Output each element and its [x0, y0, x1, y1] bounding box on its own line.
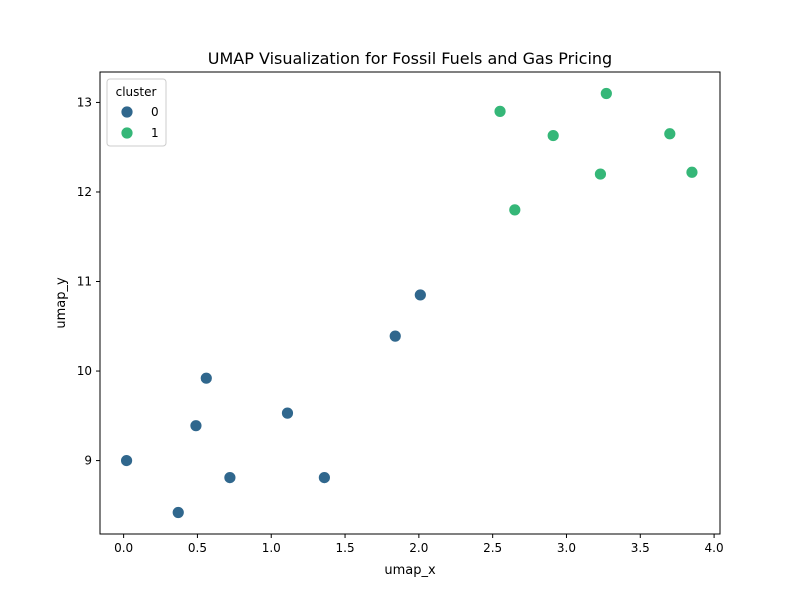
- data-point-cluster-0: [171, 506, 185, 519]
- x-tick-label: 0.0: [114, 541, 133, 555]
- chart-title: UMAP Visualization for Fossil Fuels and …: [208, 49, 612, 68]
- y-tick-label: 13: [77, 95, 92, 109]
- legend-box: [106, 78, 167, 147]
- legend-marker-0: [120, 105, 134, 119]
- data-point-cluster-1: [594, 167, 607, 181]
- data-point-cluster-0: [317, 471, 331, 484]
- data-point-cluster-0: [120, 454, 133, 467]
- data-point-cluster-0: [199, 371, 213, 385]
- data-point-cluster-1: [663, 127, 677, 141]
- x-tick-label: 1.5: [336, 541, 355, 555]
- x-tick-label: 1.0: [262, 541, 281, 555]
- legend-marker-1: [120, 126, 134, 140]
- x-axis-ticks: 0.0 0.5 1.0 1.5 2.0 2.5 3.0 3.5 4.0: [114, 534, 724, 555]
- data-point-cluster-1: [685, 165, 699, 179]
- data-point-cluster-0: [281, 406, 294, 420]
- y-axis-label: umap_y: [54, 277, 69, 329]
- y-axis-ticks: 9 10 11 12 13: [77, 95, 100, 468]
- data-point-cluster-1: [599, 87, 613, 100]
- x-tick-label: 0.5: [188, 541, 207, 555]
- y-tick-label: 10: [77, 364, 92, 378]
- x-tick-label: 2.0: [409, 541, 428, 555]
- data-point-cluster-0: [223, 471, 237, 484]
- axes-frame: [99, 71, 721, 535]
- legend-title: cluster: [116, 85, 157, 99]
- x-tick-label: 3.5: [631, 541, 650, 555]
- data-point-cluster-1: [493, 104, 507, 118]
- y-tick-label: 12: [77, 185, 92, 199]
- x-tick-label: 2.5: [483, 541, 502, 555]
- legend-label-0: 0: [151, 105, 159, 119]
- data-point-cluster-1: [508, 203, 522, 217]
- y-tick-label: 11: [77, 275, 92, 289]
- data-point-cluster-0: [413, 288, 427, 302]
- data-point-cluster-0: [388, 329, 402, 343]
- y-tick-label: 9: [84, 454, 92, 468]
- legend: cluster 0 1: [106, 78, 167, 147]
- x-tick-label: 3.0: [557, 541, 576, 555]
- x-axis-label: umap_x: [384, 563, 436, 578]
- plot-area: [120, 87, 699, 519]
- data-point-cluster-0: [189, 419, 203, 433]
- x-tick-label: 4.0: [705, 541, 724, 555]
- data-point-cluster-1: [546, 129, 560, 142]
- legend-label-1: 1: [151, 126, 159, 140]
